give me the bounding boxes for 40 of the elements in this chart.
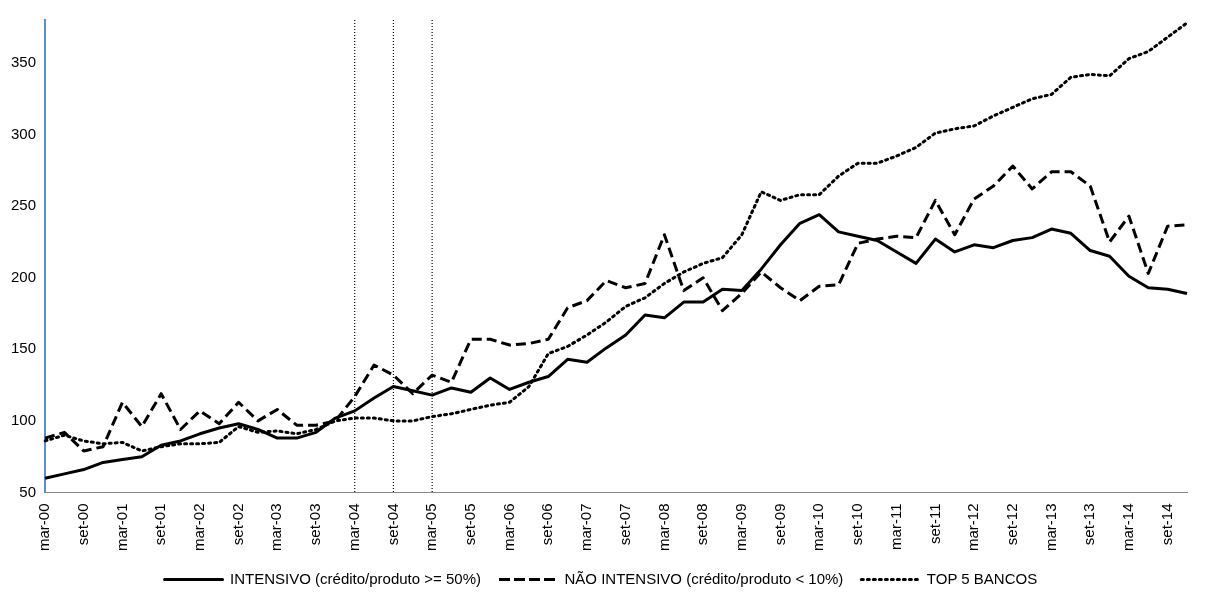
x-tick-label: set-14 (1157, 503, 1175, 546)
x-tick-label: mar-05 (422, 503, 440, 551)
x-tick-label: set-04 (383, 503, 401, 546)
x-tick-label: mar-13 (1041, 503, 1059, 551)
x-tick-label: mar-09 (731, 503, 749, 551)
x-tick-label: mar-10 (809, 503, 827, 551)
x-tick-label: mar-14 (1119, 503, 1137, 551)
x-tick-label: set-09 (770, 503, 788, 546)
y-tick-label: 250 (11, 196, 37, 214)
x-tick-label: set-06 (538, 503, 556, 546)
x-tick-label: set-07 (615, 503, 633, 546)
x-tick-label: set-01 (151, 503, 169, 546)
legend-label: TOP 5 BANCOS (926, 569, 1038, 587)
y-tick-label: 150 (11, 339, 37, 357)
x-tick-label: set-13 (1080, 503, 1098, 546)
x-tick-label: mar-08 (654, 503, 672, 551)
x-tick-label: set-02 (228, 503, 246, 546)
x-tick-label: mar-06 (499, 503, 517, 551)
x-tick-label: mar-07 (577, 503, 595, 551)
x-tick-label: set-03 (306, 503, 324, 546)
x-tick-label: set-08 (693, 503, 711, 546)
y-tick-label: 100 (11, 411, 37, 429)
x-tick-label: mar-04 (344, 503, 362, 551)
y-tick-label: 350 (11, 53, 37, 71)
x-tick-label: mar-00 (35, 503, 53, 551)
y-tick-label: 300 (11, 124, 37, 142)
x-tick-label: mar-01 (112, 503, 130, 551)
x-tick-label: set-05 (460, 503, 478, 546)
x-tick-label: mar-02 (190, 503, 208, 551)
x-tick-label: mar-03 (267, 503, 285, 551)
x-tick-label: set-10 (848, 503, 866, 546)
legend-label: NÃO INTENSIVO (crédito/produto < 10%) (564, 569, 844, 587)
legend-label: INTENSIVO (crédito/produto >= 50%) (230, 569, 482, 587)
y-tick-label: 200 (11, 267, 37, 285)
x-tick-label: set-12 (1002, 503, 1020, 546)
x-tick-label: set-00 (73, 503, 91, 546)
x-tick-label: mar-11 (886, 503, 904, 550)
x-tick-label: set-11 (925, 503, 943, 545)
x-tick-label: mar-12 (964, 503, 982, 551)
y-tick-label: 50 (19, 482, 37, 500)
